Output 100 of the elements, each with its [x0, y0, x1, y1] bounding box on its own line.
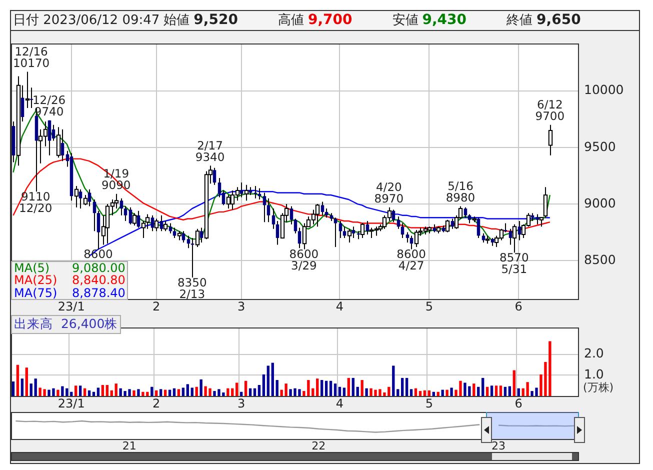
bar: [499, 386, 502, 396]
candlestick: [272, 208, 276, 230]
bar: [428, 390, 431, 396]
y-tick-label: 10000: [584, 82, 624, 98]
bar: [16, 364, 20, 396]
annotation: 8600 4/27: [396, 246, 426, 272]
x-tick-label: 2: [152, 299, 160, 314]
bar: [25, 368, 28, 396]
bar: [365, 388, 368, 396]
bar: [244, 380, 248, 396]
bar: [190, 388, 194, 396]
bar: [74, 386, 78, 396]
candlestick: [294, 218, 298, 234]
bar: [96, 388, 100, 396]
candlestick: [92, 199, 96, 232]
text: MA(25) 8,840.80: [14, 273, 126, 287]
bar: [114, 384, 118, 396]
x-tick-label: 6: [514, 396, 522, 410]
x-tick-label: 5: [425, 299, 433, 314]
bar: [186, 384, 190, 396]
bar: [360, 380, 364, 396]
bar: [472, 384, 476, 396]
x-tick-label: 2: [152, 396, 160, 410]
bar: [226, 388, 230, 396]
bar: [34, 378, 37, 396]
candlestick: [182, 230, 186, 243]
bar: [61, 386, 64, 396]
annotation: 5/16 8980: [446, 179, 476, 205]
x-tick-label: 4: [336, 396, 344, 410]
x-tick-label: 23/1: [58, 299, 85, 314]
bar: [159, 389, 162, 396]
bar: [338, 386, 342, 396]
annotation: 8350 2/13: [177, 275, 207, 301]
candlestick: [186, 235, 190, 249]
bar: [83, 388, 86, 396]
candlestick: [254, 185, 258, 199]
x-tick-label: 23: [492, 439, 506, 452]
candlestick: [406, 232, 410, 243]
bar: [414, 388, 418, 396]
bar: [490, 386, 494, 396]
y-tick-label: 8500: [584, 252, 616, 267]
bar: [56, 390, 60, 396]
bar: [20, 378, 24, 396]
candlestick: [266, 198, 270, 223]
candlestick: [352, 226, 356, 238]
bar: [78, 386, 82, 396]
bar: [262, 374, 266, 396]
bar: [248, 388, 252, 396]
bar: [482, 378, 484, 396]
candlestick: [124, 206, 128, 222]
bar: [342, 388, 346, 396]
bar: [316, 378, 319, 396]
x-tick-label: 22: [312, 439, 326, 452]
candlestick: [396, 216, 400, 230]
bar: [450, 388, 453, 396]
bar: [418, 391, 422, 396]
candlestick: [482, 232, 486, 243]
text: MA(75) 8,878.40: [14, 286, 126, 300]
bar: [486, 386, 489, 396]
bar: [446, 390, 448, 396]
bar: [150, 386, 154, 396]
text: 始値 9,520 高値 9,700 安値 9,430 終値 9,650: [164, 12, 581, 28]
bar: [253, 388, 256, 396]
bar: [477, 386, 480, 396]
bar: [30, 384, 32, 396]
annotation: 2/17 9340: [195, 138, 225, 164]
bar: [324, 380, 328, 396]
candlestick: [508, 228, 512, 246]
chart-title: 出来高 26,400株: [11, 315, 121, 334]
bar: [168, 390, 172, 396]
bar: [392, 366, 395, 396]
bar: [352, 378, 354, 396]
y-tick-label: 9500: [584, 138, 616, 154]
bar: [195, 386, 198, 396]
bar: [334, 384, 337, 396]
candlestick: [128, 206, 132, 225]
bar: [88, 390, 91, 396]
bar: [405, 378, 408, 396]
bar: [517, 388, 520, 396]
bar: [236, 382, 238, 396]
candlestick: [48, 120, 52, 156]
bar: [101, 385, 104, 396]
y-axis-title: (万株): [583, 380, 614, 395]
candlestick: [536, 214, 540, 225]
bar: [106, 385, 108, 396]
bar: [356, 386, 359, 396]
bar: [526, 382, 529, 396]
candlestick: [476, 217, 480, 238]
bar: [155, 390, 158, 396]
bar: [271, 362, 274, 396]
annotation: 4/20 8970: [374, 180, 404, 206]
candlestick: [262, 192, 266, 223]
candlestick: [30, 87, 34, 108]
x-tick-label: 21: [122, 439, 136, 452]
bar: [320, 380, 324, 396]
annotation: 8600 3/29: [289, 246, 319, 272]
bar: [423, 390, 426, 396]
y-tick-label: 1.0: [584, 366, 604, 382]
candlestick: [60, 128, 64, 162]
bar: [512, 370, 516, 396]
